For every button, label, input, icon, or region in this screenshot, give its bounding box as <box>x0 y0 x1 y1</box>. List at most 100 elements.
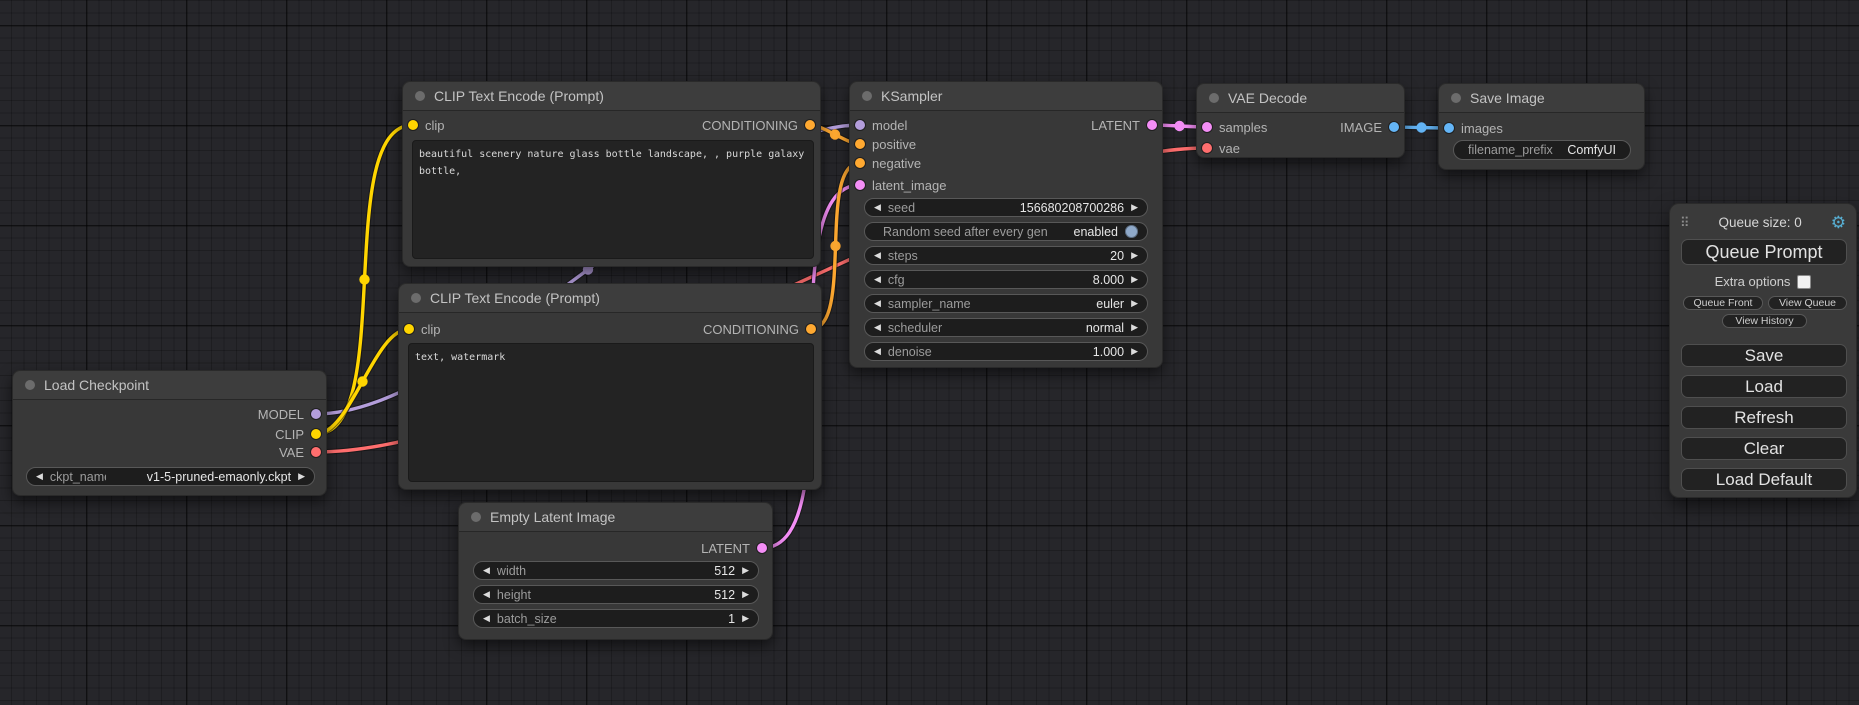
collapse-dot-icon[interactable] <box>862 91 872 101</box>
queue-front-button[interactable]: Queue Front <box>1683 296 1763 310</box>
latent-image-input-port[interactable] <box>855 180 865 190</box>
height-widget[interactable]: ◀ height 512 ▶ <box>473 585 759 604</box>
node-titlebar[interactable]: Empty Latent Image <box>459 503 772 532</box>
steps-widget[interactable]: ◀ steps 20 ▶ <box>864 246 1148 265</box>
increment-arrow-icon[interactable]: ▶ <box>1131 346 1138 356</box>
output-row-latent: LATENT <box>701 539 767 557</box>
decrement-arrow-icon[interactable]: ◀ <box>874 346 881 356</box>
widget-value: 156680208700286 <box>1019 200 1125 215</box>
sampler-name-widget[interactable]: ◀ sampler_name euler ▶ <box>864 294 1148 313</box>
increment-arrow-icon[interactable]: ▶ <box>1131 322 1138 332</box>
decrement-arrow-icon[interactable]: ◀ <box>874 298 881 308</box>
positive-input-port[interactable] <box>855 139 865 149</box>
view-history-button[interactable]: View History <box>1722 314 1807 328</box>
model-output-port[interactable] <box>311 409 321 419</box>
collapse-dot-icon[interactable] <box>411 293 421 303</box>
ckpt-name-widget[interactable]: ◀ ckpt_name v1-5-pruned-emaonly.ckpt ▶ <box>26 467 315 486</box>
cfg-widget[interactable]: ◀ cfg 8.000 ▶ <box>864 270 1148 289</box>
output-row-vae: VAE <box>279 443 321 461</box>
denoise-widget[interactable]: ◀ denoise 1.000 ▶ <box>864 342 1148 361</box>
node-titlebar[interactable]: Save Image <box>1439 84 1644 113</box>
decrement-arrow-icon[interactable]: ◀ <box>483 565 490 575</box>
load-button[interactable]: Load <box>1681 375 1847 398</box>
prompt-textarea[interactable]: text, watermark <box>408 343 814 482</box>
vae-input-port[interactable] <box>1202 143 1212 153</box>
decrement-arrow-icon[interactable]: ◀ <box>874 250 881 260</box>
input-row-model: model <box>855 116 907 134</box>
decrement-arrow-icon[interactable]: ◀ <box>874 322 881 332</box>
increment-arrow-icon[interactable]: ▶ <box>1131 298 1138 308</box>
clip-input-port[interactable] <box>404 324 414 334</box>
collapse-dot-icon[interactable] <box>25 380 35 390</box>
increment-arrow-icon[interactable]: ▶ <box>742 565 749 575</box>
scheduler-widget[interactable]: ◀ scheduler normal ▶ <box>864 318 1148 337</box>
node-titlebar[interactable]: VAE Decode <box>1197 84 1404 113</box>
queue-panel-header: ⠿ Queue size: 0 ⚙ <box>1680 212 1846 232</box>
node-titlebar[interactable]: CLIP Text Encode (Prompt) <box>399 284 821 313</box>
node-ksampler[interactable]: KSampler model positive negative latent_… <box>849 81 1163 368</box>
widget-value: 8.000 <box>1092 272 1125 287</box>
samples-input-port[interactable] <box>1202 122 1212 132</box>
negative-input-port[interactable] <box>855 158 865 168</box>
clip-input-port[interactable] <box>408 120 418 130</box>
random-seed-widget[interactable]: Random seed after every gen enabled <box>864 222 1148 241</box>
increment-arrow-icon[interactable]: ▶ <box>742 589 749 599</box>
images-input-port[interactable] <box>1444 123 1454 133</box>
decrement-arrow-icon[interactable]: ◀ <box>483 589 490 599</box>
image-output-port[interactable] <box>1389 122 1399 132</box>
collapse-dot-icon[interactable] <box>1209 93 1219 103</box>
clear-button[interactable]: Clear <box>1681 437 1847 460</box>
drag-handle-icon[interactable]: ⠿ <box>1680 214 1690 230</box>
port-label: IMAGE <box>1340 119 1382 135</box>
filename-prefix-widget[interactable]: filename_prefix ComfyUI <box>1453 140 1631 160</box>
increment-arrow-icon[interactable]: ▶ <box>298 471 305 481</box>
save-button[interactable]: Save <box>1681 344 1847 367</box>
view-queue-button[interactable]: View Queue <box>1768 296 1847 310</box>
toggle-icon[interactable] <box>1125 225 1138 238</box>
settings-gear-icon[interactable]: ⚙ <box>1830 212 1846 232</box>
vae-output-port[interactable] <box>311 447 321 457</box>
collapse-dot-icon[interactable] <box>415 91 425 101</box>
node-load-checkpoint[interactable]: Load Checkpoint MODEL CLIP VAE ◀ ckpt_na… <box>12 370 327 496</box>
load-default-button[interactable]: Load Default <box>1681 468 1847 491</box>
latent-output-port[interactable] <box>1147 120 1157 130</box>
queue-prompt-button[interactable]: Queue Prompt <box>1681 239 1847 265</box>
width-widget[interactable]: ◀ width 512 ▶ <box>473 561 759 580</box>
increment-arrow-icon[interactable]: ▶ <box>1131 274 1138 284</box>
decrement-arrow-icon[interactable]: ◀ <box>874 274 881 284</box>
port-label: positive <box>872 136 917 152</box>
decrement-arrow-icon[interactable]: ◀ <box>483 613 490 623</box>
widget-value: v1-5-pruned-emaonly.ckpt <box>146 469 292 484</box>
latent-output-port[interactable] <box>757 543 767 553</box>
port-label: MODEL <box>257 406 304 422</box>
prompt-textarea[interactable]: beautiful scenery nature glass bottle la… <box>412 140 814 259</box>
node-titlebar[interactable]: KSampler <box>850 82 1162 111</box>
node-titlebar[interactable]: Load Checkpoint <box>13 371 326 400</box>
increment-arrow-icon[interactable]: ▶ <box>742 613 749 623</box>
node-clip-text-encode-negative[interactable]: CLIP Text Encode (Prompt) clip CONDITION… <box>398 283 822 490</box>
increment-arrow-icon[interactable]: ▶ <box>1131 202 1138 212</box>
conditioning-output-port[interactable] <box>806 324 816 334</box>
extra-options-checkbox[interactable] <box>1797 274 1812 289</box>
node-save-image[interactable]: Save Image images filename_prefix ComfyU… <box>1438 83 1645 170</box>
batch-size-widget[interactable]: ◀ batch_size 1 ▶ <box>473 609 759 628</box>
widget-value: 512 <box>714 563 736 578</box>
widget-value: 512 <box>714 587 736 602</box>
decrement-arrow-icon[interactable]: ◀ <box>36 471 43 481</box>
node-empty-latent-image[interactable]: Empty Latent Image LATENT ◀ width 512 ▶ … <box>458 502 773 640</box>
increment-arrow-icon[interactable]: ▶ <box>1131 250 1138 260</box>
decrement-arrow-icon[interactable]: ◀ <box>874 202 881 212</box>
clip-output-port[interactable] <box>311 429 321 439</box>
input-row-positive: positive <box>855 135 916 153</box>
collapse-dot-icon[interactable] <box>471 512 481 522</box>
seed-widget[interactable]: ◀ seed 156680208700286 ▶ <box>864 198 1148 217</box>
model-input-port[interactable] <box>855 120 865 130</box>
node-clip-text-encode-positive[interactable]: CLIP Text Encode (Prompt) clip CONDITION… <box>402 81 821 267</box>
refresh-button[interactable]: Refresh <box>1681 406 1847 429</box>
port-label: vae <box>1219 140 1240 156</box>
conditioning-output-port[interactable] <box>805 120 815 130</box>
node-titlebar[interactable]: CLIP Text Encode (Prompt) <box>403 82 820 111</box>
node-vae-decode[interactable]: VAE Decode samples vae IMAGE <box>1196 83 1405 158</box>
collapse-dot-icon[interactable] <box>1451 93 1461 103</box>
